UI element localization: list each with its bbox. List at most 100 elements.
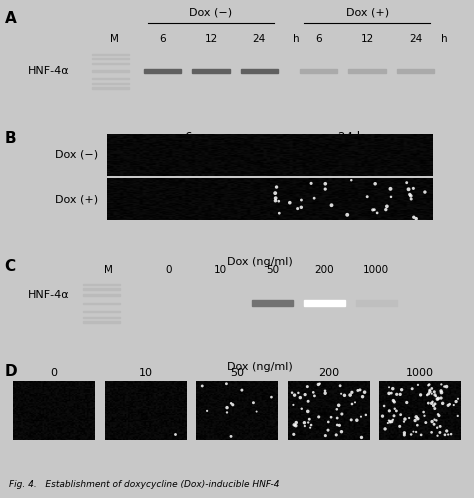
Point xyxy=(429,398,437,406)
Point xyxy=(297,393,304,401)
Point xyxy=(321,387,329,395)
Point xyxy=(324,426,332,434)
Point xyxy=(301,422,309,430)
Point xyxy=(441,431,449,439)
Point xyxy=(362,411,370,419)
Point xyxy=(310,388,317,396)
Point xyxy=(435,412,443,420)
Text: Dox (ng/ml): Dox (ng/ml) xyxy=(228,256,293,267)
Bar xyxy=(83,317,120,318)
Point xyxy=(321,389,329,397)
Point xyxy=(430,420,438,428)
Point xyxy=(301,390,309,398)
Point xyxy=(203,407,211,415)
Text: 6: 6 xyxy=(159,34,166,44)
Text: HNF-4α: HNF-4α xyxy=(28,66,70,76)
Text: M: M xyxy=(110,34,119,44)
Point xyxy=(429,402,437,410)
Point xyxy=(433,424,441,432)
Point xyxy=(410,428,417,436)
Point xyxy=(341,391,348,399)
Point xyxy=(371,206,378,214)
Point xyxy=(388,389,395,397)
Point xyxy=(253,407,260,415)
Point xyxy=(171,430,179,438)
Point xyxy=(388,417,395,425)
Bar xyxy=(304,300,345,306)
Text: 24: 24 xyxy=(253,34,266,44)
Point xyxy=(393,390,401,398)
Point xyxy=(389,384,397,392)
Point xyxy=(403,179,410,187)
Bar xyxy=(83,321,120,323)
Bar xyxy=(192,69,229,73)
Point xyxy=(396,390,404,398)
Point xyxy=(238,386,246,394)
Point xyxy=(441,382,448,390)
Bar xyxy=(92,70,129,72)
Point xyxy=(391,398,398,406)
Point xyxy=(369,206,376,214)
Point xyxy=(347,176,355,184)
Text: h: h xyxy=(441,34,448,44)
Point xyxy=(382,206,390,214)
Text: Fig. 4.   Establishment of doxycycline (Dox)-inducible HNF-4: Fig. 4. Establishment of doxycycline (Do… xyxy=(9,481,280,490)
Point xyxy=(425,390,432,398)
Bar xyxy=(241,69,278,73)
Point xyxy=(354,386,362,394)
Point xyxy=(384,419,392,427)
Text: 0: 0 xyxy=(50,368,57,377)
Point xyxy=(434,410,442,418)
Text: C: C xyxy=(5,259,16,274)
Point xyxy=(275,197,283,205)
Point xyxy=(407,430,415,438)
Point xyxy=(298,196,305,204)
Point xyxy=(333,421,341,429)
Point xyxy=(223,380,230,388)
Point xyxy=(409,385,416,393)
Point xyxy=(426,380,433,388)
Point xyxy=(421,412,428,420)
Point xyxy=(337,428,345,436)
Bar xyxy=(83,288,120,290)
Point xyxy=(400,418,408,426)
Point xyxy=(359,393,366,401)
Point xyxy=(428,390,436,398)
Text: A: A xyxy=(5,11,17,26)
Point xyxy=(307,421,315,429)
Text: 200: 200 xyxy=(315,265,334,275)
Text: 200: 200 xyxy=(318,368,339,377)
Point xyxy=(321,180,329,188)
Text: 1000: 1000 xyxy=(406,368,434,377)
Point xyxy=(412,215,420,223)
Text: 10: 10 xyxy=(138,368,153,377)
Point xyxy=(435,394,442,402)
Point xyxy=(428,428,436,436)
Point xyxy=(348,388,356,396)
Point xyxy=(428,399,436,407)
Point xyxy=(357,413,365,421)
Point xyxy=(422,419,429,427)
Point xyxy=(433,416,440,424)
Point xyxy=(301,419,308,427)
Point xyxy=(410,184,417,192)
Point xyxy=(304,397,312,405)
Point xyxy=(385,389,393,397)
Point xyxy=(294,389,302,397)
Point xyxy=(432,392,440,400)
Bar xyxy=(83,311,120,312)
Point xyxy=(298,405,306,413)
Point xyxy=(401,415,409,423)
Point xyxy=(406,191,414,199)
Point xyxy=(421,188,428,196)
Point xyxy=(310,194,318,202)
Point xyxy=(439,399,447,407)
Point xyxy=(371,180,379,188)
Point xyxy=(401,431,408,439)
Point xyxy=(351,398,359,406)
Point xyxy=(228,399,235,407)
Point xyxy=(294,205,301,213)
Point xyxy=(227,432,235,440)
Point xyxy=(335,401,343,409)
Point xyxy=(446,400,454,408)
